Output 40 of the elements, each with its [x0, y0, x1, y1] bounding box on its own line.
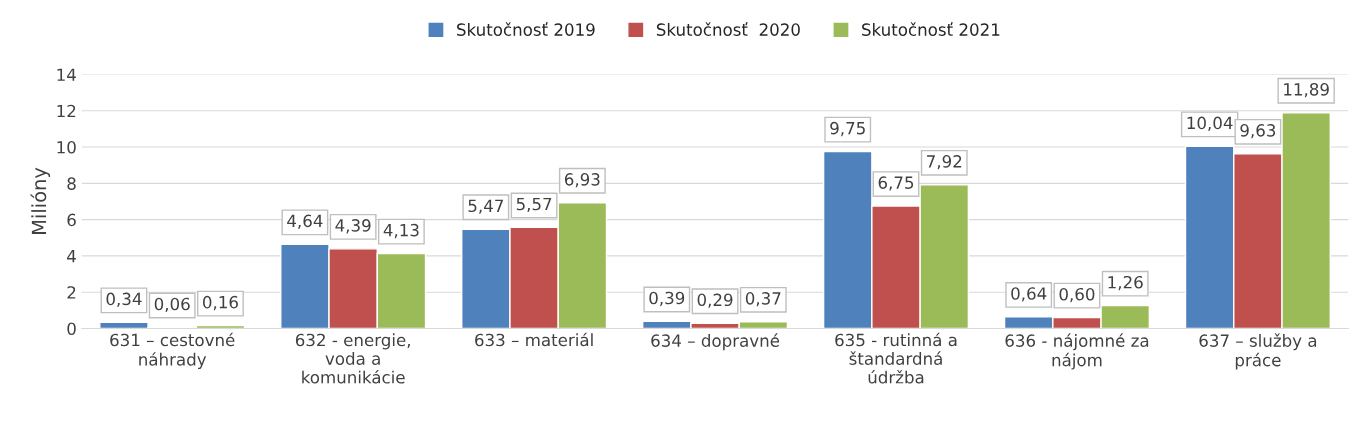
- x-tick-label: 635 - rutinná a štandardná údržba: [835, 332, 957, 384]
- data-label: 4,39: [335, 219, 371, 234]
- data-label: 0,29: [697, 293, 733, 308]
- data-label: 4,64: [287, 214, 323, 229]
- data-label: 6,75: [878, 176, 914, 191]
- data-label: 4,13: [383, 223, 419, 239]
- legend-label: Skutočnosť 2020: [656, 22, 800, 36]
- data-label: 7,92: [927, 155, 962, 170]
- y-tick-label: 2: [67, 286, 76, 299]
- x-tick-label: 633 – materiál: [475, 332, 593, 347]
- y-tick-label: 0: [67, 322, 76, 336]
- data-label: 9,75: [830, 121, 865, 137]
- data-label: 0,64: [1011, 287, 1047, 302]
- x-tick-label: 634 – dopravné: [651, 333, 780, 351]
- data-label: 5,47: [468, 199, 503, 214]
- data-label: 0,06: [154, 297, 190, 312]
- data-label: 0,16: [202, 295, 238, 311]
- data-label: 0,37: [745, 292, 781, 307]
- y-tick-label: 8: [67, 177, 76, 190]
- data-label: 0,60: [1059, 287, 1095, 303]
- y-tick-label: 14: [57, 68, 76, 81]
- y-tick-label: 10: [57, 141, 76, 154]
- legend-label: Skutočnosť 2021: [862, 22, 1000, 36]
- x-tick-label: 637 – služby a práce: [1199, 333, 1317, 370]
- x-tick-label: 636 - nájomné za nájom: [1005, 333, 1149, 370]
- x-tick-label: 631 – cestovné náhrady: [110, 332, 235, 369]
- data-label: 0,34: [106, 292, 142, 307]
- data-label: 10,04: [1187, 116, 1233, 131]
- y-axis-title: Milióny: [30, 167, 51, 234]
- data-label: 0,39: [649, 291, 685, 307]
- y-tick-label: 4: [67, 250, 76, 263]
- data-label: 9,63: [1240, 124, 1276, 139]
- y-tick-label: 12: [57, 104, 76, 118]
- data-label: 11,89: [1284, 83, 1329, 98]
- legend-label: Skutočnosť 2019: [457, 22, 595, 36]
- data-label: 6,93: [564, 173, 600, 188]
- y-tick-label: 6: [67, 213, 76, 227]
- data-label: 5,57: [516, 197, 552, 213]
- data-label: 1,26: [1108, 275, 1143, 291]
- x-tick-label: 632 - energie, voda a komunikácie: [295, 333, 410, 384]
